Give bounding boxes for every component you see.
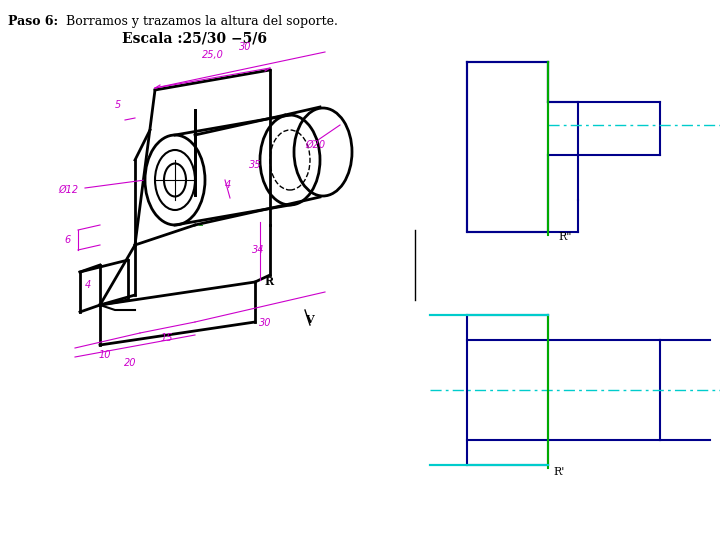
Text: 10: 10 — [99, 350, 112, 360]
Text: 34: 34 — [252, 245, 264, 255]
Text: 30: 30 — [258, 318, 271, 328]
Text: Escala :25/30 −5/6: Escala :25/30 −5/6 — [122, 32, 268, 46]
Text: 6: 6 — [65, 235, 71, 245]
Text: 15: 15 — [161, 333, 174, 343]
Text: 4: 4 — [225, 180, 231, 190]
Text: 30: 30 — [239, 42, 251, 52]
Text: 25,0: 25,0 — [202, 50, 224, 60]
Text: –: – — [197, 220, 203, 230]
Text: Borramos y trazamos la altura del soporte.: Borramos y trazamos la altura del soport… — [62, 15, 338, 28]
Text: V: V — [305, 314, 314, 325]
Text: 20: 20 — [124, 358, 136, 368]
Text: R: R — [265, 276, 274, 287]
Text: Ø12: Ø12 — [58, 185, 78, 195]
Text: Ø20: Ø20 — [305, 140, 325, 150]
Text: Paso 6:: Paso 6: — [8, 15, 58, 28]
Text: 4: 4 — [85, 280, 91, 290]
Text: 5: 5 — [115, 100, 121, 110]
Text: 35: 35 — [248, 160, 261, 170]
Text: R": R" — [558, 232, 572, 242]
Text: R': R' — [553, 467, 564, 477]
